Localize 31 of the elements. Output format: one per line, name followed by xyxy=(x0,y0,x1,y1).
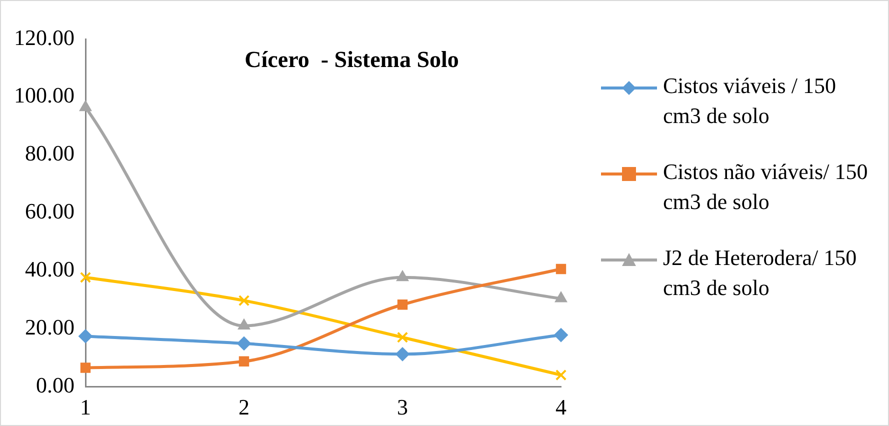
point xyxy=(396,347,410,362)
point xyxy=(397,300,408,310)
y-tick-label: 40.00 xyxy=(25,256,74,282)
legend-label: Cistos viáveis / 150 cm3 de solo xyxy=(663,72,837,130)
point xyxy=(238,294,250,306)
point xyxy=(78,329,92,344)
point xyxy=(396,332,408,343)
y-tick-label: 120.00 xyxy=(14,24,74,50)
point xyxy=(555,369,567,381)
y-tick-label: 20.00 xyxy=(25,314,74,340)
y-tick-label: 0.00 xyxy=(36,372,74,398)
point xyxy=(237,336,251,350)
point xyxy=(556,264,566,274)
x-tick-label: 2 xyxy=(238,394,250,420)
point xyxy=(554,292,568,302)
point xyxy=(554,328,568,342)
y-tick-label: 60.00 xyxy=(25,198,74,224)
x-tick-label: 3 xyxy=(397,394,408,420)
y-tick-label: 100.00 xyxy=(14,82,74,108)
chart-title: Cícero - Sistema Solo xyxy=(244,46,459,72)
point xyxy=(396,270,409,282)
point xyxy=(80,272,92,283)
legend-label: Cistos não viáveis/ 150 cm3 de solo xyxy=(663,158,869,216)
legend-label: J2 de Heterodera/ 150 cm3 de solo xyxy=(663,244,858,302)
point xyxy=(79,100,92,112)
x-tick-label: 1 xyxy=(80,394,91,420)
point xyxy=(238,356,250,366)
x-tick-label: 4 xyxy=(556,394,566,420)
point xyxy=(80,362,91,373)
y-tick-label: 80.00 xyxy=(25,140,74,166)
point xyxy=(238,318,250,330)
